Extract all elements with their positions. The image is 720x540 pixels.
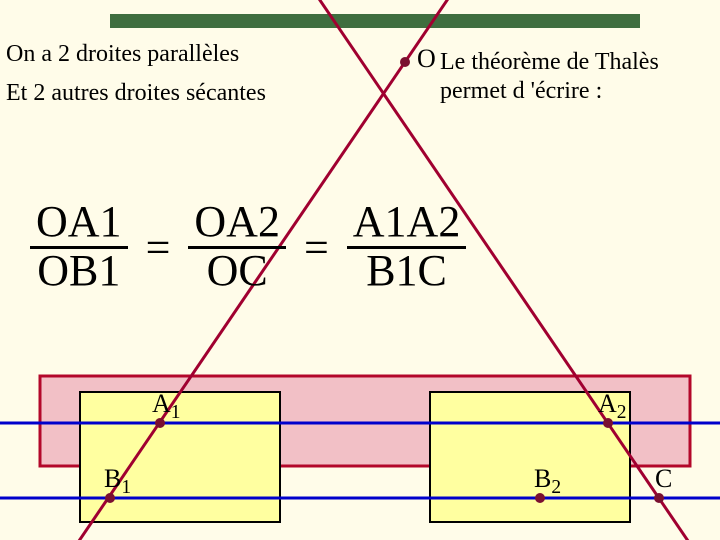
given-text-line2: Et 2 autres droites sécantes bbox=[6, 79, 266, 108]
theorem-text-line2: permet d 'écrire : bbox=[440, 77, 659, 106]
fraction-3-denominator: B1C bbox=[360, 249, 453, 295]
equals-sign: = bbox=[304, 222, 329, 273]
theorem-text-line1: Le théorème de Thalès bbox=[440, 48, 659, 77]
equals-sign: = bbox=[146, 222, 171, 273]
fraction-2-denominator: OC bbox=[201, 249, 274, 295]
point-label-O: O bbox=[417, 44, 436, 74]
point-O bbox=[400, 57, 410, 67]
point-label-A1: A1 bbox=[152, 389, 181, 424]
point-label-C: C bbox=[655, 464, 672, 494]
fraction-2-numerator: OA2 bbox=[188, 200, 286, 246]
fraction-1-denominator: OB1 bbox=[31, 249, 126, 295]
point-label-A2: A2 bbox=[598, 389, 627, 424]
point-C bbox=[654, 493, 664, 503]
given-text-line1: On a 2 droites parallèles bbox=[6, 40, 266, 69]
point-label-B1: B1 bbox=[104, 464, 131, 499]
theorem-text: Le théorème de Thalès permet d 'écrire : bbox=[440, 48, 659, 106]
fraction-1: OA1OB1 bbox=[30, 200, 128, 295]
fraction-2: OA2OC bbox=[188, 200, 286, 295]
fraction-1-numerator: OA1 bbox=[30, 200, 128, 246]
fraction-3-numerator: A1A2 bbox=[347, 200, 467, 246]
point-label-B2: B2 bbox=[534, 464, 561, 499]
given-text: On a 2 droites parallèles Et 2 autres dr… bbox=[6, 40, 266, 108]
thales-equation: OA1OB1 = OA2OC = A1A2B1C bbox=[30, 200, 466, 295]
fraction-3: A1A2B1C bbox=[347, 200, 467, 295]
diagram-canvas: On a 2 droites parallèles Et 2 autres dr… bbox=[0, 0, 720, 540]
title-bar bbox=[110, 14, 640, 28]
